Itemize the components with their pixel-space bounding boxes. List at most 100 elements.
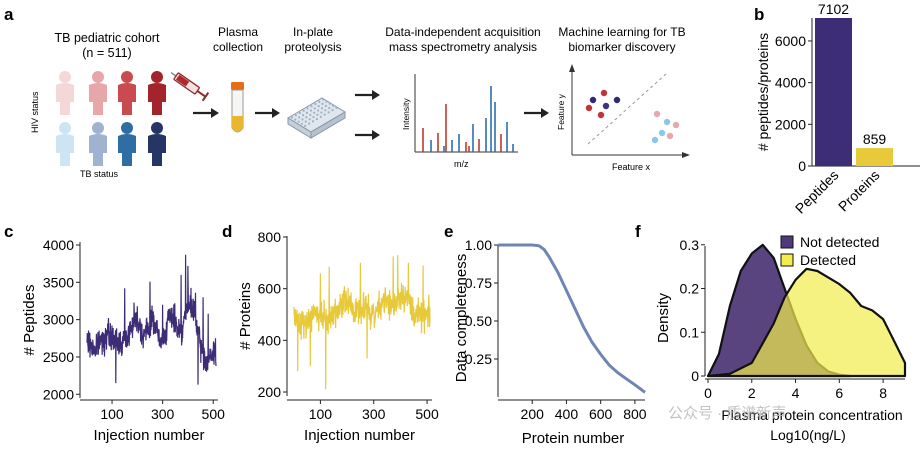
ml-ylabel: Feature y: [556, 93, 566, 130]
series-line: [86, 254, 217, 385]
watermark: 公众号 · 质谱新声: [668, 404, 786, 422]
ml-scatter-icon: Feature y Feature x: [556, 64, 690, 172]
person-icon: [148, 71, 166, 115]
panel-e-completeness: e 0.25 0.50 0.75 1.00 200 400 600 800 Protein nu…: [444, 222, 647, 447]
panel-a-workflow: a TB pediatric cohort (n = 511) HIV stat…: [4, 5, 690, 179]
person-icon: [118, 122, 136, 166]
person-icon: [118, 71, 136, 115]
y-tick-label: 0.25: [465, 351, 492, 367]
series-line: [293, 255, 431, 390]
step-plasma-line2: collection: [213, 40, 263, 54]
legend-label-detected: Detected: [800, 252, 856, 268]
y-tick-label: 0.2: [680, 281, 700, 297]
y-tick-label: 3000: [43, 312, 74, 328]
y-tick-label: 0.75: [465, 275, 492, 291]
x-tick-label: 0: [704, 385, 712, 401]
tube-icon: [231, 82, 244, 133]
panel-label-f: f: [635, 222, 641, 241]
y-tick-label: 800: [258, 229, 282, 245]
legend-swatch-detected: [780, 253, 794, 267]
panel-label-d: d: [222, 222, 232, 241]
x-axis-title: Injection number: [304, 427, 415, 444]
y-tick-label: 2000: [775, 116, 806, 132]
y-axis-title: Density: [655, 292, 672, 343]
y-axis-title: # Peptides: [21, 285, 38, 356]
x-tick-label: 4: [792, 385, 800, 401]
panel-label-b: b: [754, 5, 764, 24]
cohort-title: TB pediatric cohort: [55, 31, 160, 45]
y-tick-label: 1.00: [465, 237, 492, 253]
x-tick-label: 500: [202, 406, 226, 422]
x-tick-label: 2: [748, 385, 756, 401]
y-tick-label: 600: [258, 281, 282, 297]
panel-f-density: f 0 0.1 0.2 0.3 0 2 4 6 8 Not detected Detected Pla…: [635, 222, 907, 443]
panel-b-bar-chart: b 0 2000 4000 6000 7102 Peptides 859 Proteins # …: [754, 1, 920, 217]
x-tick-label: 8: [879, 385, 887, 401]
person-icon: [89, 122, 107, 166]
bar-value-label: 859: [863, 131, 887, 147]
step-ml-line1: Machine learning for TB: [558, 25, 685, 39]
density-detected: [706, 267, 907, 378]
spectrum-icon: Intensity m/z: [401, 74, 518, 169]
y-tick-label: 0.3: [680, 237, 700, 253]
x-axis-title: Plasma protein concentration: [721, 407, 902, 423]
x-tick-label: 800: [623, 406, 647, 422]
x-axis-title: Protein number: [522, 430, 625, 447]
person-icon: [89, 71, 107, 115]
arrow-icon: [193, 108, 219, 118]
y-tick-label: 400: [258, 332, 282, 348]
x-tick-label: 6: [835, 385, 843, 401]
x-tick-label: 600: [589, 406, 613, 422]
y-axis-title: Data completeness: [453, 254, 470, 382]
y-tick-label: 2500: [43, 349, 74, 365]
panel-label-a: a: [4, 5, 14, 24]
ml-xlabel: Feature x: [612, 162, 651, 172]
y-tick-label: 0.50: [465, 313, 492, 329]
plate-icon: [287, 97, 346, 139]
x-tick-label: 300: [151, 406, 175, 422]
y-axis-title: # Proteins: [237, 282, 254, 350]
person-icon: [56, 71, 74, 115]
x-axis-unit: Log10(ng/L): [770, 427, 846, 443]
x-axis-title: Injection number: [94, 427, 205, 444]
x-tick-label: 300: [362, 406, 386, 422]
arrow-icon: [524, 108, 549, 118]
x-tick-label: 500: [415, 406, 439, 422]
x-tick-label: 200: [521, 406, 545, 422]
spectrum-xlabel: m/z: [454, 159, 469, 169]
y-axis-title: # peptides/proteins: [755, 33, 771, 151]
bar-value-label: 7102: [818, 1, 849, 17]
legend-swatch-not-detected: [780, 235, 794, 249]
arrow-icon: [355, 90, 380, 100]
person-icon: [148, 122, 166, 166]
arrow-icon: [255, 108, 280, 118]
y-tick-label: 6000: [775, 33, 806, 49]
step-plasma-line1: Plasma: [218, 25, 258, 39]
x-tick-label: 100: [100, 406, 124, 422]
completeness-curve: [498, 243, 646, 394]
x-category-label: Peptides: [792, 167, 842, 217]
bar-proteins: [856, 148, 893, 166]
panel-c-peptides-line: c 2000 2500 3000 3500 4000 100 300 500 Injection…: [4, 222, 225, 444]
step-proteolysis-line1: In-plate: [293, 25, 333, 39]
y-tick-label: 3500: [43, 274, 74, 290]
spectrum-ylabel: Intensity: [401, 98, 411, 130]
patient-icons-grid: [56, 71, 166, 166]
cohort-n: (n = 511): [82, 46, 131, 60]
x-tick-label: 100: [309, 406, 333, 422]
y-tick-label: 200: [258, 384, 282, 400]
panel-label-c: c: [4, 222, 13, 241]
step-proteolysis-line2: proteolysis: [284, 40, 341, 54]
hiv-status-label: HIV status: [30, 91, 40, 133]
bar-peptides: [815, 18, 852, 166]
y-tick-label: 0.1: [680, 324, 700, 340]
step-dia-line2: mass spectrometry analysis: [389, 40, 537, 54]
step-ml-line2: biomarker discovery: [568, 40, 675, 54]
y-tick-label: 2000: [43, 386, 74, 402]
y-tick-label: 0: [691, 368, 699, 384]
tb-status-label: TB status: [80, 169, 119, 179]
y-tick-label: 4000: [775, 75, 806, 91]
syringe-icon: [170, 71, 210, 102]
y-tick-label: 4000: [43, 237, 74, 253]
